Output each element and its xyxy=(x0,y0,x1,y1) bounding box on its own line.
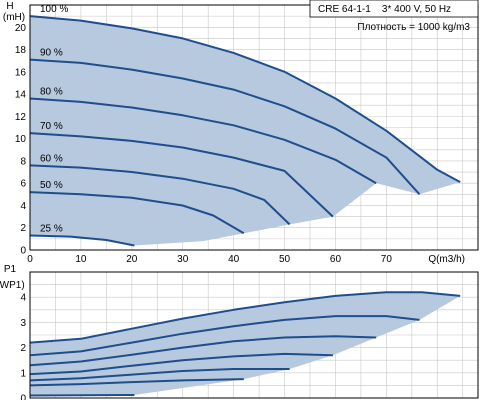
chart-subtitle: Плотность = 1000 kg/m3 xyxy=(357,22,470,33)
x-tick-label: 40 xyxy=(228,254,240,265)
head-axis-label: H xyxy=(6,1,13,12)
curve-25pct xyxy=(29,394,135,397)
x-tick-label: 60 xyxy=(330,254,342,265)
y-tick-label: 6 xyxy=(20,179,26,190)
power-operating-area xyxy=(30,292,461,396)
chart-title: CRE 64-1-1 3* 400 V, 50 Hz xyxy=(318,4,451,15)
x-tick-label: 50 xyxy=(279,254,291,265)
y-tick-label: 8 xyxy=(20,156,26,167)
curve-90pct xyxy=(29,315,420,357)
curve-80pct xyxy=(29,97,377,185)
head-y-tick-labels: 0 2 4 6 8 10 12 14 16 18 20 xyxy=(15,23,27,257)
y-tick-label: 10 xyxy=(15,134,27,145)
head-curve-labels: 100 % 90 % 80 % 70 % 60 % 50 % 25 % xyxy=(40,4,68,234)
y-tick-label: 2 xyxy=(20,223,26,234)
y-tick-label: 3 xyxy=(20,318,26,329)
power-axis-unit: (kWP1) xyxy=(0,280,25,291)
y-tick-label: 14 xyxy=(15,90,27,101)
y-tick-label: 18 xyxy=(15,45,27,56)
power-axis-label: P1 xyxy=(4,264,17,275)
curve-100pct xyxy=(29,291,461,344)
head-plot-frame xyxy=(29,4,479,251)
y-tick-label: 12 xyxy=(15,112,27,123)
curve-50pct xyxy=(29,378,244,387)
x-tick-label: 0 xyxy=(27,254,33,265)
curve-60pct xyxy=(29,164,291,226)
x-tick-label: 20 xyxy=(126,254,138,265)
power-plot-frame xyxy=(29,271,479,399)
curve-label: 70 % xyxy=(40,121,63,132)
curve-80pct xyxy=(29,335,377,367)
x-tick-label: 30 xyxy=(177,254,189,265)
curve-70pct xyxy=(29,352,333,376)
y-tick-label: 16 xyxy=(15,67,27,78)
curve-90pct xyxy=(29,58,421,195)
curve-60pct xyxy=(29,368,290,382)
curve-label: 80 % xyxy=(40,87,63,98)
head-curve-panel: 100 % 90 % 80 % 70 % 60 % 50 % 25 % 0 2 4 6 8 10 12 1… xyxy=(3,0,479,265)
y-tick-label: 0 xyxy=(20,394,26,400)
y-tick-label: 2 xyxy=(20,343,26,354)
head-curves xyxy=(29,15,461,247)
x-tick-label: 10 xyxy=(75,254,87,265)
curve-25pct xyxy=(29,234,135,247)
y-tick-label: 0 xyxy=(20,246,26,257)
curve-label: 25 % xyxy=(40,224,63,235)
y-tick-label: 1 xyxy=(20,368,26,379)
curve-50pct xyxy=(29,191,245,235)
y-tick-label: 20 xyxy=(15,23,27,34)
curve-70pct xyxy=(29,132,334,218)
curve-label: 100 % xyxy=(40,4,68,15)
y-tick-label: 4 xyxy=(20,293,26,304)
curve-100pct xyxy=(29,15,461,183)
curve-label: 90 % xyxy=(40,48,63,59)
curve-label: 60 % xyxy=(40,153,63,164)
head-x-tick-labels: 0 10 20 30 40 50 60 70 xyxy=(27,254,392,265)
x-tick-label: 70 xyxy=(381,254,393,265)
power-curves xyxy=(29,291,461,397)
power-y-tick-labels: 0 1 2 3 4 xyxy=(20,293,26,400)
head-operating-area xyxy=(30,16,461,246)
curve-label: 50 % xyxy=(40,180,63,191)
head-axis-unit: (mH) xyxy=(3,12,25,23)
chart-title-box xyxy=(309,0,479,18)
y-tick-label: 4 xyxy=(20,201,26,212)
x-axis-label: Q(m3/h) xyxy=(428,254,465,265)
power-curve-panel: 0 1 2 3 4 P1 (kWP1) xyxy=(0,264,479,400)
